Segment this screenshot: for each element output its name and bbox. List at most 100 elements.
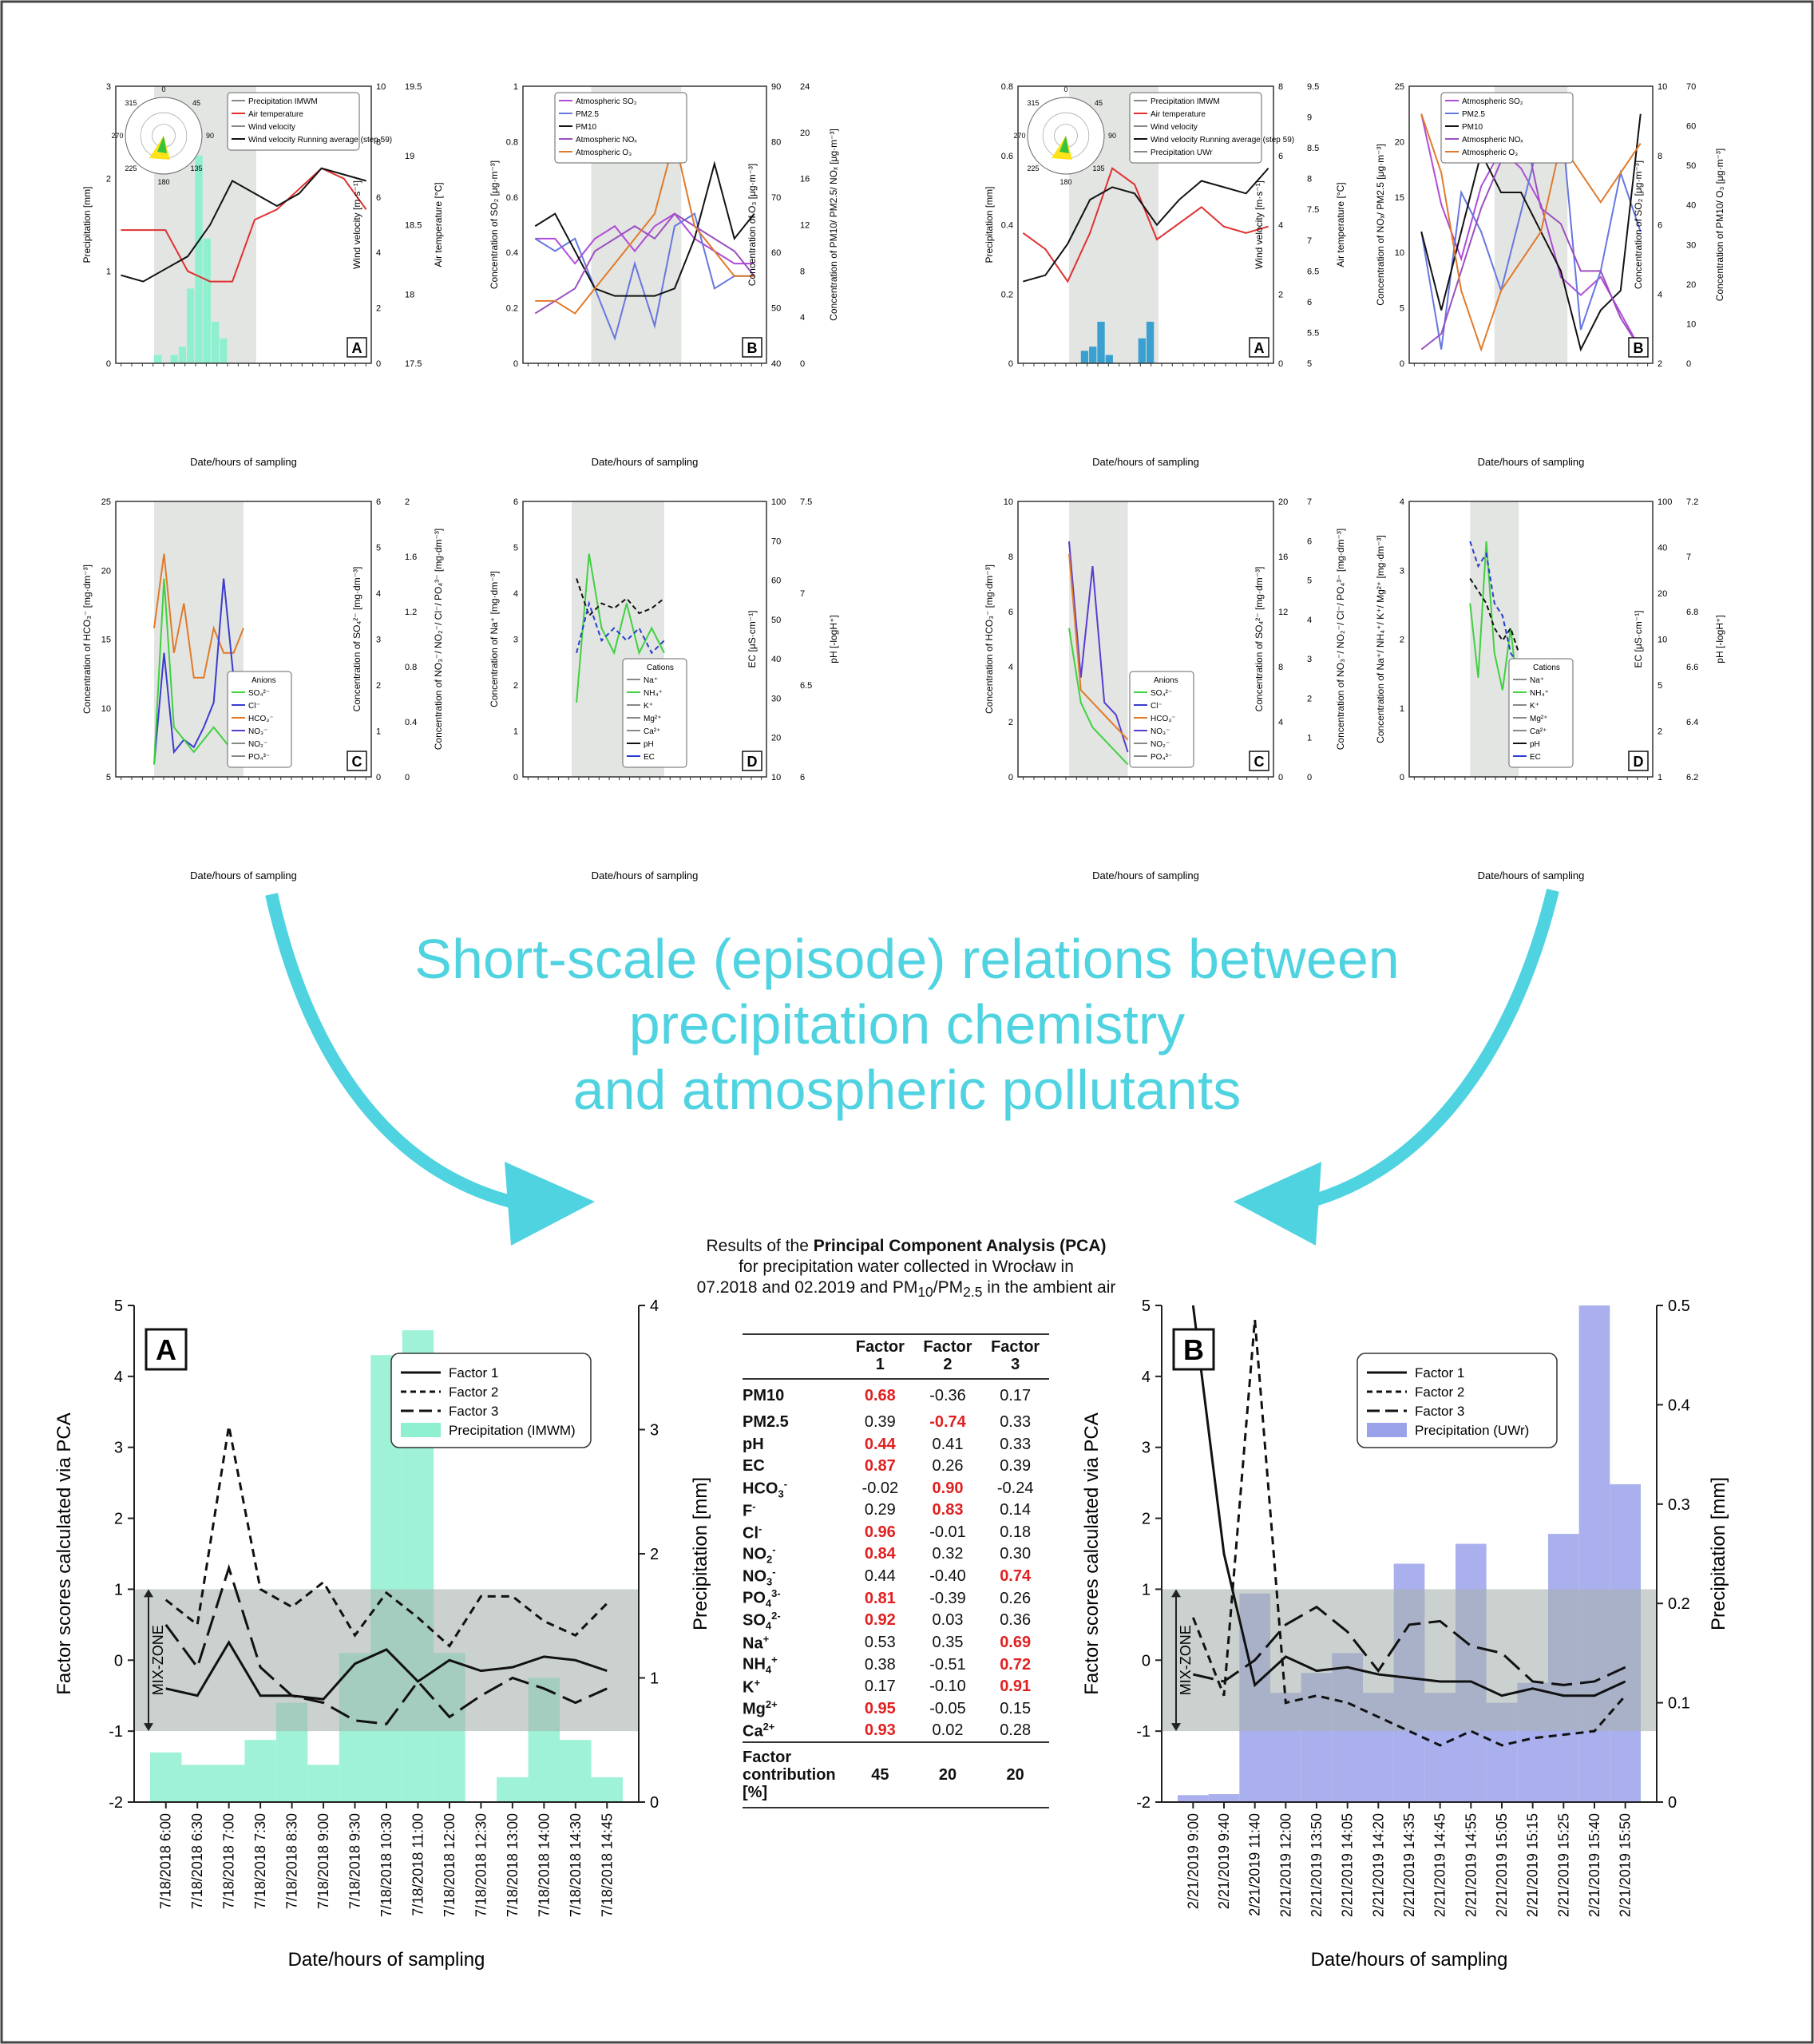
y3-tick-label: 19.5: [405, 82, 422, 92]
legend-label: Atmospheric SO₂: [576, 97, 637, 106]
y2-tick-label: 4: [650, 1297, 659, 1315]
x-tick-label: 7/18/2018 7:30: [252, 1813, 268, 1909]
y2-tick-label: 10: [1658, 636, 1667, 645]
pca-contribution-value: 20: [913, 1741, 982, 1809]
compass-label: 180: [157, 178, 169, 186]
top-chart-top_2019_D: 0 1 2 3 4 1 2 5 10 20 40 100 6.2 6.4 6.6 6.8 7 7.2 Concent…: [1375, 497, 1725, 881]
y2-axis-label: Precipitation [mm]: [690, 1477, 711, 1630]
y2-axis-label: Concentration of SO₄²⁻ [mg·dm⁻³]: [1254, 567, 1265, 712]
y3-tick-label: 18: [405, 290, 414, 299]
pca-title-post: in the ambient air: [982, 1278, 1116, 1297]
y3-tick-label: 0.4: [405, 718, 417, 727]
y3-tick-label: 6.5: [1307, 267, 1319, 276]
pca-loading-value: 0.44: [864, 1567, 896, 1586]
top-chart-top_2018_A: 0 1 2 3 0 2 4 6 8 10 17.5 18 18.5 19 19.5 Precipitation…: [81, 82, 444, 468]
y2-tick-label: 90: [771, 82, 781, 92]
y2-tick-label: 70: [771, 537, 781, 546]
y-tick-label: 5: [513, 544, 518, 553]
right-arrowhead-icon: [1234, 1162, 1321, 1246]
pca-loading-value: 0.87: [864, 1457, 896, 1476]
series-line-factor-3: [164, 1563, 608, 1725]
pca-variable-name: PM10: [743, 1386, 785, 1404]
y2-tick-label: 0: [376, 359, 381, 369]
series-line: [1068, 628, 1129, 766]
precipitation-bar: [1089, 347, 1097, 363]
y2-tick-label: 0.3: [1668, 1496, 1690, 1514]
y-tick-label: 0.8: [506, 137, 518, 147]
x-tick-label: 2/21/2019 14:05: [1340, 1813, 1356, 1917]
y2-tick-label: 1: [1658, 773, 1662, 782]
pca-row: Mg2+ 0.95 -0.05 0.15: [743, 1697, 1049, 1720]
y3-tick-label: 1: [1307, 734, 1312, 743]
y3-axis-label: Air temperature [°C]: [1335, 182, 1346, 267]
x-tick-label: 7/18/2018 6:00: [158, 1813, 174, 1909]
x-tick-label: 7/18/2018 8:30: [284, 1813, 300, 1909]
y-tick-label: 1: [513, 82, 518, 92]
legend-label: PM2.5: [576, 110, 599, 119]
y3-axis-label: Concentration of PM10/ O₃ [μg·m⁻³]: [1714, 149, 1725, 302]
y-tick-label: 0: [1142, 1652, 1151, 1670]
pca-row: PO43- 0.81 -0.39 0.26: [743, 1587, 1049, 1610]
x-tick-label: 7/18/2018 12:00: [442, 1813, 457, 1917]
y-tick-label: 5: [114, 1297, 123, 1315]
x-axis-label: Date/hours of sampling: [1092, 456, 1199, 468]
y3-tick-label: 5: [1307, 576, 1312, 586]
y3-tick-label: 7.5: [1307, 205, 1319, 215]
x-axis-label: Date/hours of sampling: [1478, 456, 1585, 468]
y2-tick-label: 6: [1278, 152, 1283, 161]
y2-tick-label: 0: [650, 1794, 659, 1812]
y2-tick-label: 4: [1278, 221, 1283, 231]
pca-variable-name: SO42-: [743, 1610, 781, 1632]
y-tick-label: 20: [1395, 137, 1404, 147]
y3-tick-label: 19: [405, 152, 414, 161]
pca-variable-name: EC: [743, 1457, 765, 1476]
mix-zone-label: MIX-ZONE: [150, 1625, 166, 1695]
y3-tick-label: 0: [405, 773, 410, 782]
legend-label: Precipitation UWr: [1151, 149, 1213, 157]
top-chart-top_2019_A: 0 0.2 0.4 0.6 0.8 0 2 4 6 8 5 5.5 6 6.5 7 7.5 8 8.5 9 9.5 Pr…: [984, 82, 1346, 468]
y2-tick-label: 1: [650, 1670, 659, 1688]
pca-loading-value: 0.96: [864, 1523, 896, 1541]
legend-label: Cl⁻: [1151, 702, 1162, 711]
y2-tick-label: 0.1: [1668, 1695, 1690, 1713]
y2-tick-label: 6: [376, 193, 381, 203]
pca-row: K+ 0.17 -0.10 0.91: [743, 1676, 1049, 1698]
y-tick-label: 0.2: [506, 304, 518, 314]
y2-tick-label: 0.5: [1668, 1297, 1690, 1315]
y-tick-label: 4: [1008, 663, 1013, 672]
headline-line-1: Short-scale (episode) relations between: [414, 928, 1400, 990]
y-tick-label: 1: [106, 267, 111, 276]
precipitation-bar: [178, 347, 187, 363]
pca-variable-name: Mg2+: [743, 1698, 778, 1719]
compass-label: 180: [1059, 178, 1071, 186]
y3-tick-label: 6: [800, 773, 805, 782]
y3-tick-label: 2: [1307, 694, 1312, 703]
pca-loading-value: 0.39: [1000, 1457, 1032, 1476]
y2-tick-label: 8: [376, 137, 381, 147]
y3-axis-label: Concentration of NO₃⁻/ NO₂⁻/ Cl⁻/ PO₄³⁻ …: [1335, 529, 1346, 751]
y2-tick-label: 3: [376, 636, 381, 645]
legend-label: Precipitation (IMWM): [449, 1423, 576, 1438]
pca-row: EC 0.87 0.26 0.39: [743, 1456, 1049, 1478]
y3-tick-label: 18.5: [405, 221, 422, 231]
x-tick-label: 2/21/2019 9:40: [1216, 1813, 1232, 1909]
y-tick-label: -2: [109, 1794, 123, 1812]
y3-tick-label: 0.8: [405, 663, 417, 672]
pca-variable-name: K+: [743, 1676, 761, 1697]
pca-loading-value: 0.28: [1000, 1721, 1032, 1740]
y2-axis-label: EC [μS·cm⁻¹]: [1633, 611, 1644, 668]
y-tick-label: 0: [114, 1652, 123, 1670]
pca-chart-A: MIX-ZONE -2 -1 0 1 2 3 4 5 0 1 2 3 4 7/18/2018 6:00 7/1…: [53, 1297, 711, 1971]
y-tick-label: 3: [513, 636, 518, 645]
y3-tick-label: 7: [1686, 553, 1691, 562]
y-axis-label: Precipitation [mm]: [984, 186, 995, 263]
x-tick-label: 7/18/2018 14:00: [536, 1813, 552, 1917]
pca-loading-value: 0.93: [864, 1721, 896, 1740]
precipitation-bar: [170, 355, 178, 363]
panel-label-box: [1249, 337, 1269, 358]
y3-tick-label: 4: [800, 313, 805, 323]
y2-tick-label: 5: [1658, 681, 1662, 691]
legend-label: PO₄³⁻: [248, 753, 270, 762]
pca-row: NH4+ 0.38 -0.51 0.72: [743, 1654, 1049, 1676]
